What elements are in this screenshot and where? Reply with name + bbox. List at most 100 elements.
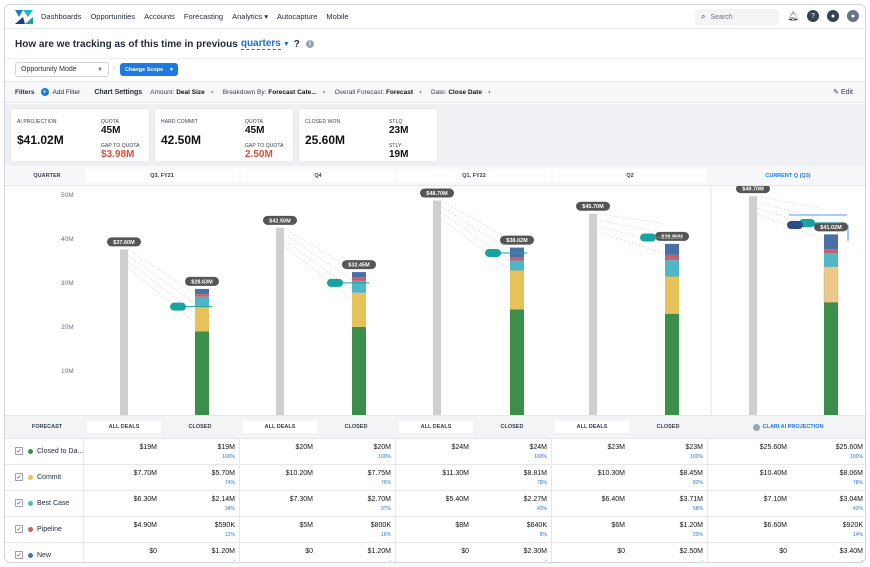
col-all-deals[interactable]: ALL DEALS bbox=[243, 421, 317, 433]
table-cell-pct: 42% bbox=[536, 506, 547, 512]
nav-mobile[interactable]: Mobile bbox=[326, 12, 349, 21]
clari-logo-icon[interactable] bbox=[13, 8, 35, 26]
chevron-right-icon: › bbox=[113, 66, 115, 72]
quarter-q2[interactable]: Q2 bbox=[553, 169, 707, 182]
stack-segment-commit bbox=[665, 276, 679, 314]
location-icon[interactable]: ● bbox=[827, 10, 839, 22]
y-tick-label: 50M bbox=[61, 192, 74, 199]
table-cell-value: $4.90M bbox=[133, 522, 157, 529]
y-tick-label: 30M bbox=[61, 280, 74, 287]
table-cell-pct: 78% bbox=[852, 480, 863, 486]
info-icon[interactable]: i bbox=[305, 40, 314, 48]
add-filter-button[interactable]: Add Filter bbox=[52, 88, 81, 96]
row-checkbox[interactable]: ✓ bbox=[15, 525, 23, 533]
kpi-card-hard-commit[interactable]: HARD COMMIT 42.50M QUOTA 45M GAP TO QUOT… bbox=[155, 109, 293, 161]
stack-segment-commit bbox=[352, 292, 366, 327]
all-deals-bar bbox=[589, 213, 597, 415]
column-divider bbox=[395, 438, 396, 562]
row-checkbox[interactable]: ✓ bbox=[15, 447, 23, 455]
col-all-deals[interactable]: ALL DEALS bbox=[399, 421, 473, 433]
chevron-down-icon: ▼ bbox=[321, 89, 327, 96]
mode-select[interactable]: Opportunity Mode ▼ bbox=[15, 62, 109, 77]
date-select[interactable]: Date: Close Date ▼ bbox=[431, 89, 492, 96]
pill-value: Forecast Cate... bbox=[268, 88, 317, 96]
stack-segment-best-case bbox=[352, 280, 366, 293]
amount-select[interactable]: Amount: Deal Size ▼ bbox=[150, 89, 215, 96]
nav-opportunities[interactable]: Opportunities bbox=[90, 12, 136, 21]
table-cell-value: $7.70M bbox=[133, 470, 157, 477]
nav-accounts[interactable]: Accounts bbox=[144, 12, 175, 21]
table-cell-value: $2.27M bbox=[523, 496, 547, 503]
col-closed[interactable]: CLOSED bbox=[500, 424, 524, 430]
title-suffix: ? bbox=[293, 38, 300, 50]
kpi-card-closed-won[interactable]: CLOSED WON 25.60M STLQ 23M STLY 19M bbox=[299, 109, 437, 161]
column-divider bbox=[239, 438, 240, 562]
nav-analytics[interactable]: Analytics ▾ bbox=[232, 12, 268, 21]
row-checkbox[interactable]: ✓ bbox=[15, 473, 23, 481]
row-checkbox[interactable]: ✓ bbox=[15, 551, 23, 559]
col-closed[interactable]: CLOSED bbox=[656, 424, 680, 430]
table-cell-value: $0 bbox=[149, 548, 157, 555]
nav-autocapture[interactable]: Autocapture bbox=[276, 12, 318, 21]
table-cell-value: $640K bbox=[526, 522, 547, 529]
closed-total-label: $28.63M bbox=[191, 279, 213, 285]
stack-segment-pipeline bbox=[352, 277, 366, 281]
projection-line bbox=[440, 218, 510, 270]
kpi-value: 42.50M bbox=[161, 133, 202, 147]
stack-segment-commit bbox=[823, 266, 839, 303]
overall-forecast-select[interactable]: Overall Forecast: Forecast ▼ bbox=[335, 89, 423, 96]
table-cell-pct: 74% bbox=[224, 480, 235, 486]
bell-icon[interactable]: 🔔︎ bbox=[787, 10, 799, 21]
quarter-current[interactable]: CURRENT Q (Q3) bbox=[765, 172, 811, 179]
stack-segment-pipeline bbox=[824, 249, 838, 254]
nav-forecasting[interactable]: Forecasting bbox=[183, 12, 224, 21]
edit-label: Edit bbox=[840, 89, 853, 96]
kpi-area: AI PROJECTION $41.02M QUOTA 45M GAP TO Q… bbox=[5, 104, 865, 166]
row-label: ✓ Best Case bbox=[15, 499, 69, 507]
table-cell-value: $5.70M bbox=[211, 470, 235, 477]
col-closed[interactable]: CLOSED bbox=[188, 424, 212, 430]
series-dot-icon bbox=[28, 552, 33, 558]
row-checkbox[interactable]: ✓ bbox=[15, 499, 23, 507]
quarter-q4[interactable]: Q4 bbox=[241, 169, 395, 182]
stack-segment-closed bbox=[352, 326, 366, 415]
table-cell-value: $6.30M bbox=[133, 496, 157, 503]
table-cell-value: $10.40M bbox=[759, 470, 787, 477]
table-cell-value: $0 bbox=[305, 548, 313, 555]
kpi-value: 25.60M bbox=[305, 133, 346, 147]
col-all-deals[interactable]: ALL DEALS bbox=[87, 421, 161, 433]
row-label-text: Best Case bbox=[37, 499, 70, 507]
edit-button[interactable]: ✎ Edit bbox=[833, 88, 853, 96]
col-all-deals[interactable]: ALL DEALS bbox=[555, 421, 629, 433]
nav-dashboards[interactable]: Dashboards bbox=[41, 12, 82, 21]
change-scope-button[interactable]: Change Scope ▼ bbox=[120, 63, 178, 76]
row-label-text: Pipeline bbox=[37, 525, 62, 533]
breakdown-select[interactable]: Breakdown By: Forecast Cate... ▼ bbox=[223, 89, 327, 96]
table-cell-pct: 100% bbox=[378, 454, 391, 460]
projection-line bbox=[596, 219, 665, 234]
table-cell-pct: - bbox=[861, 558, 863, 563]
all-deals-label: $42.50M bbox=[269, 218, 291, 224]
kpi-stly-label: STLY bbox=[389, 143, 402, 149]
y-tick-label: 40M bbox=[61, 236, 74, 243]
pill-value: Deal Size bbox=[176, 88, 205, 96]
quarter-q3-fy21[interactable]: Q3, FY21 bbox=[85, 169, 239, 182]
table-cell-value: $1.20M bbox=[211, 548, 235, 555]
quarter-q1-fy22[interactable]: Q1, FY22 bbox=[397, 169, 551, 182]
table-cell-value: $24M bbox=[529, 444, 547, 451]
col-closed[interactable]: CLOSED bbox=[344, 424, 368, 430]
avatar-icon[interactable]: ● bbox=[847, 10, 859, 22]
plus-icon[interactable]: + bbox=[40, 88, 49, 96]
help-icon[interactable]: ? bbox=[807, 10, 819, 22]
series-dot-icon bbox=[28, 448, 33, 454]
chart-settings-label: Chart Settings bbox=[94, 88, 143, 96]
kpi-card-ai-projection[interactable]: AI PROJECTION $41.02M QUOTA 45M GAP TO Q… bbox=[11, 109, 149, 161]
kpi-quota-value: 45M bbox=[101, 125, 121, 136]
col-ai-projection[interactable]: CLARI AI PROJECTION bbox=[711, 421, 865, 433]
kpi-stlq-value: 23M bbox=[389, 125, 409, 136]
table-cell-value: $25.60M bbox=[759, 444, 787, 451]
row-label: ✓ Pipeline bbox=[15, 525, 62, 533]
period-link[interactable]: quarters bbox=[240, 38, 281, 50]
chevron-down-icon[interactable]: ▼ bbox=[282, 40, 290, 48]
search-input[interactable]: ⌕ Search bbox=[695, 9, 779, 25]
